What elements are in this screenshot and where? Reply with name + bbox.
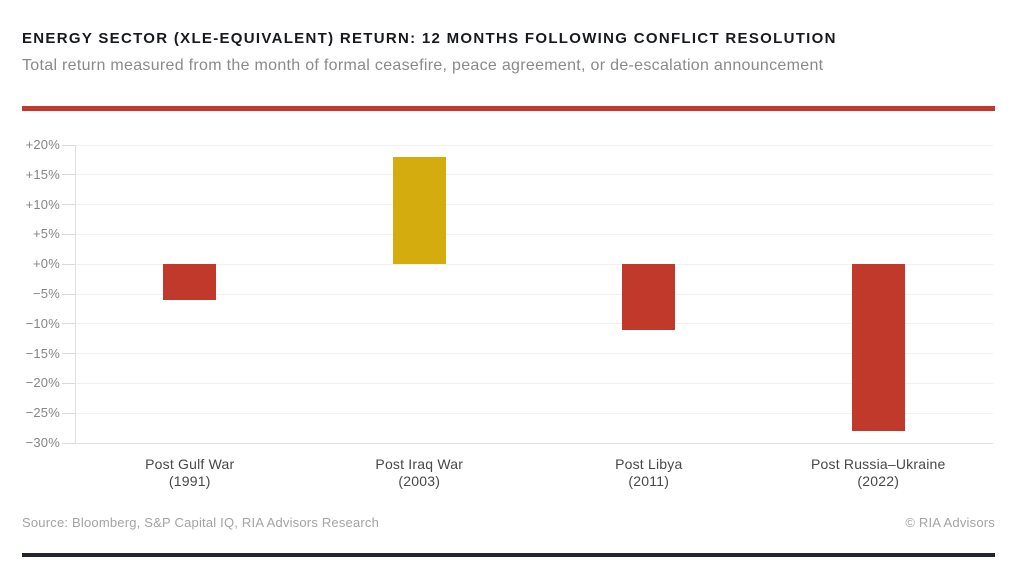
chart-subtitle: Total return measured from the month of …	[22, 57, 824, 74]
gridline	[75, 204, 993, 206]
y-axis-tick	[62, 293, 75, 295]
gridline	[75, 233, 993, 235]
gridline	[75, 442, 993, 444]
copyright-note: © RIA Advisors	[905, 515, 995, 530]
gridline	[75, 323, 993, 325]
x-axis-label-line1: Post Iraq War	[375, 456, 464, 472]
x-axis-label-line2: (2011)	[628, 473, 670, 489]
bar-post-gulf-war	[163, 264, 217, 300]
y-axis-label: −15%	[25, 345, 60, 361]
gridline	[75, 412, 993, 414]
gridline	[75, 353, 993, 355]
gridline	[75, 382, 993, 384]
y-axis-label: +15%	[25, 166, 60, 182]
bar-post-libya	[622, 264, 676, 330]
y-axis-label: −30%	[25, 435, 60, 450]
y-axis-label: +10%	[25, 196, 60, 212]
x-axis-label-post-iraq-war: Post Iraq War (2003)	[305, 456, 535, 490]
gridline	[75, 144, 993, 146]
y-axis-label: −10%	[25, 315, 60, 331]
accent-divider	[22, 106, 995, 111]
gridline	[75, 174, 993, 176]
y-axis-label: +20%	[25, 137, 60, 152]
bar-post-russia-ukraine	[851, 264, 905, 432]
y-axis-tick	[62, 204, 75, 206]
x-axis-label-post-russia-ukraine: Post Russia–Ukraine (2022)	[764, 456, 994, 490]
x-axis-label-line1: Post Libya	[615, 456, 683, 472]
x-axis-label-line2: (2003)	[398, 473, 441, 489]
y-axis-tick	[62, 353, 75, 355]
y-axis-label: +5%	[33, 226, 60, 242]
x-axis-label-post-gulf-war: Post Gulf War (1991)	[75, 456, 305, 490]
y-axis-tick	[62, 263, 75, 265]
bar-post-iraq-war	[392, 156, 446, 265]
y-axis-tick	[62, 323, 75, 325]
y-axis-label: −20%	[25, 375, 60, 391]
y-axis-label: −5%	[33, 286, 60, 301]
y-axis-label: −25%	[25, 405, 60, 421]
gridline	[75, 293, 993, 295]
x-axis-label-line1: Post Russia–Ukraine	[810, 456, 946, 472]
y-axis-tick	[62, 412, 75, 414]
x-axis-label-post-libya: Post Libya (2011)	[534, 456, 764, 490]
chart-title: ENERGY SECTOR (XLE-EQUIVALENT) RETURN: 1…	[22, 30, 837, 47]
x-axis-label-line1: Post Gulf War	[145, 456, 235, 472]
y-axis-tick	[62, 233, 75, 235]
bottom-rule	[22, 553, 995, 557]
y-axis-tick	[62, 382, 75, 384]
source-note: Source: Bloomberg, S&P Capital IQ, RIA A…	[22, 515, 380, 530]
y-axis-label: +0%	[33, 256, 60, 272]
y-axis-tick	[62, 442, 75, 444]
y-axis-line	[75, 145, 76, 443]
x-axis-label-line2: (1991)	[168, 473, 211, 489]
x-axis-label-line2: (2022)	[857, 473, 900, 489]
y-axis-tick	[62, 174, 75, 176]
y-axis-tick	[62, 144, 75, 146]
gridline	[75, 263, 993, 265]
